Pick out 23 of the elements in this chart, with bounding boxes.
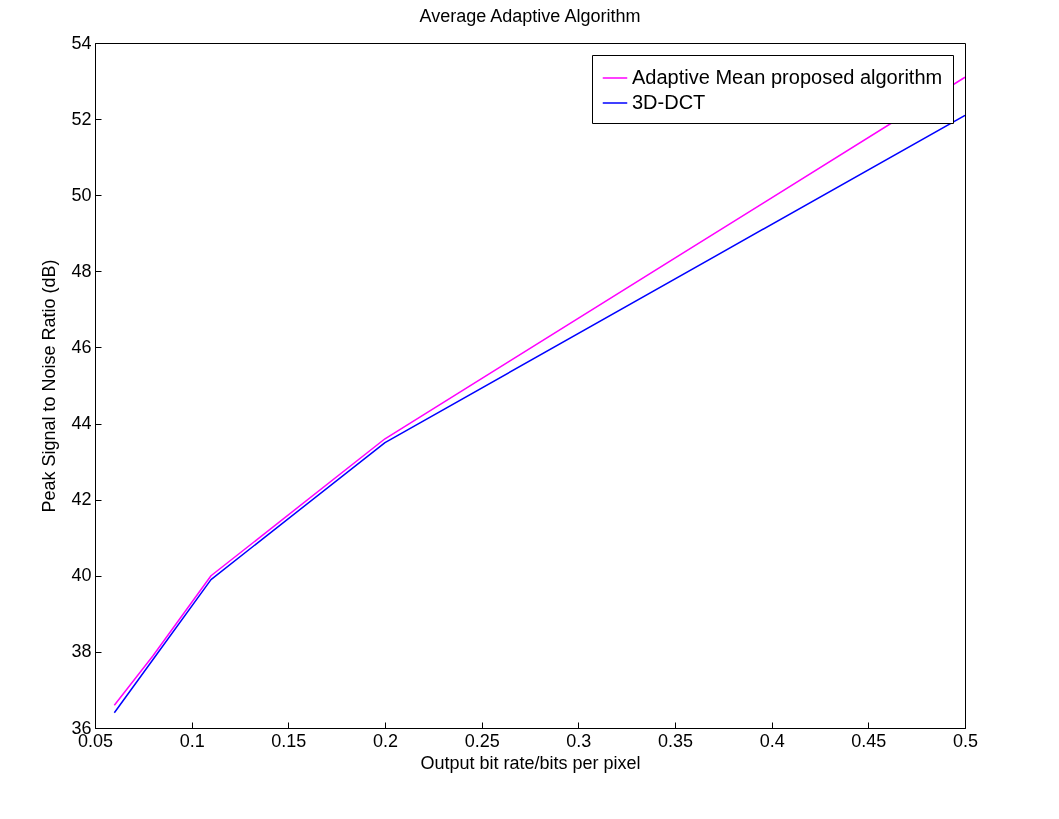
y-tick-label: 44 bbox=[71, 413, 92, 434]
y-tick-label: 52 bbox=[71, 108, 92, 129]
x-tick-label: 0.45 bbox=[851, 730, 887, 751]
x-tick-label: 0.1 bbox=[179, 730, 205, 751]
y-tick-label: 38 bbox=[71, 641, 92, 662]
x-axis-title: Output bit rate/bits per pixel bbox=[420, 752, 641, 773]
legend-label: Adaptive Mean proposed algorithm bbox=[632, 66, 943, 88]
y-tick-label: 40 bbox=[71, 565, 92, 586]
legend-label: 3D-DCT bbox=[632, 91, 706, 113]
y-tick-label: 48 bbox=[71, 260, 92, 281]
y-tick-label: 46 bbox=[71, 336, 92, 357]
x-tick-label: 0.2 bbox=[372, 730, 399, 751]
x-tick-label: 0.4 bbox=[759, 730, 785, 751]
x-tick-label: 0.35 bbox=[657, 730, 694, 751]
x-tick-label: 0.3 bbox=[566, 730, 592, 751]
x-tick-label: 0.15 bbox=[271, 730, 307, 751]
y-tick-label: 42 bbox=[71, 489, 92, 510]
x-tick-label: 0.5 bbox=[952, 730, 979, 751]
y-tick-label: 54 bbox=[71, 32, 92, 53]
y-tick-label: 50 bbox=[71, 184, 92, 205]
chart-title: Average Adaptive Algorithm bbox=[419, 6, 641, 26]
y-axis-title: Peak Signal to Noise Ratio (dB) bbox=[39, 259, 60, 513]
x-tick-label: 0.25 bbox=[464, 730, 500, 751]
